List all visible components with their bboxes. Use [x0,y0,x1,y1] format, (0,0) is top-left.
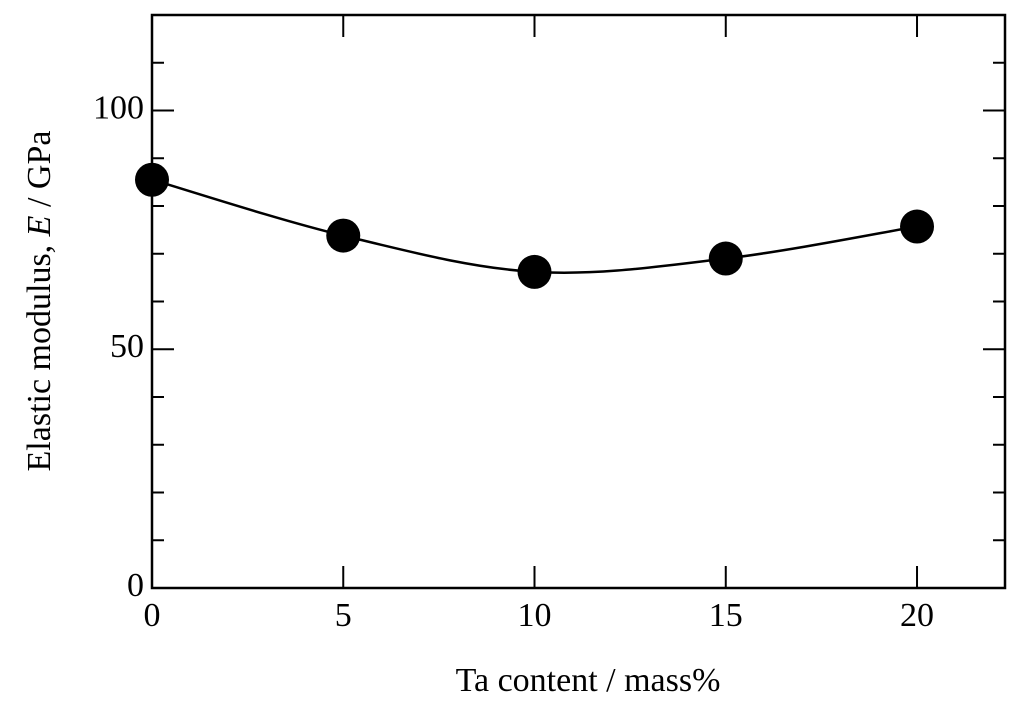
y-tick-label: 100 [93,89,144,126]
y-axis-label: Elastic modulus, E / GPa [21,131,58,472]
x-tick-label: 10 [518,597,552,634]
point [708,241,743,276]
point [900,209,935,244]
point [326,218,361,253]
x-axis-label: Ta content / mass% [456,662,721,699]
x-tick-label: 5 [335,597,352,634]
x-tick-label: 20 [900,597,934,634]
y-tick-label: 0 [127,567,144,604]
point [517,254,552,289]
x-tick-label: 15 [709,597,743,634]
plot-frame [150,13,1007,590]
y-axis-label-part: / GPa [21,131,58,216]
x-tick-label: 0 [144,597,161,634]
y-tick-label: 50 [110,328,144,365]
point [135,162,169,197]
y-axis-label-part: Elastic modulus, [21,236,58,471]
y-axis-label-part: E [21,215,58,237]
